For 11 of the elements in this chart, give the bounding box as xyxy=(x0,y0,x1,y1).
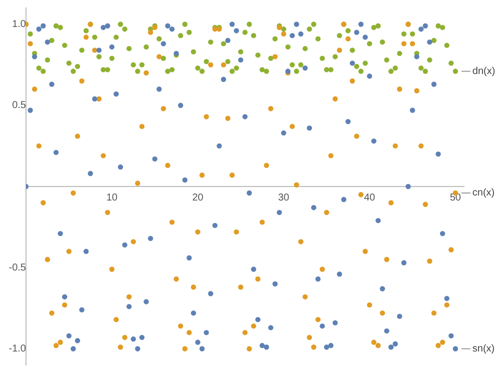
series-label: sn(x) xyxy=(472,344,495,355)
x-tick-label: 20 xyxy=(192,192,204,204)
x-tick-label: 10 xyxy=(106,192,118,204)
y-tick-label: 0.5 xyxy=(12,100,26,112)
y-tick-label: -0.5 xyxy=(8,262,26,274)
series-label: dn(x) xyxy=(472,66,496,78)
series-label: cn(x) xyxy=(472,188,495,199)
x-tick-label: 40 xyxy=(364,192,376,204)
y-tick-label: -1.0 xyxy=(8,344,26,355)
x-tick-label: 30 xyxy=(278,192,290,204)
y-tick-label: 1.0 xyxy=(12,18,26,30)
